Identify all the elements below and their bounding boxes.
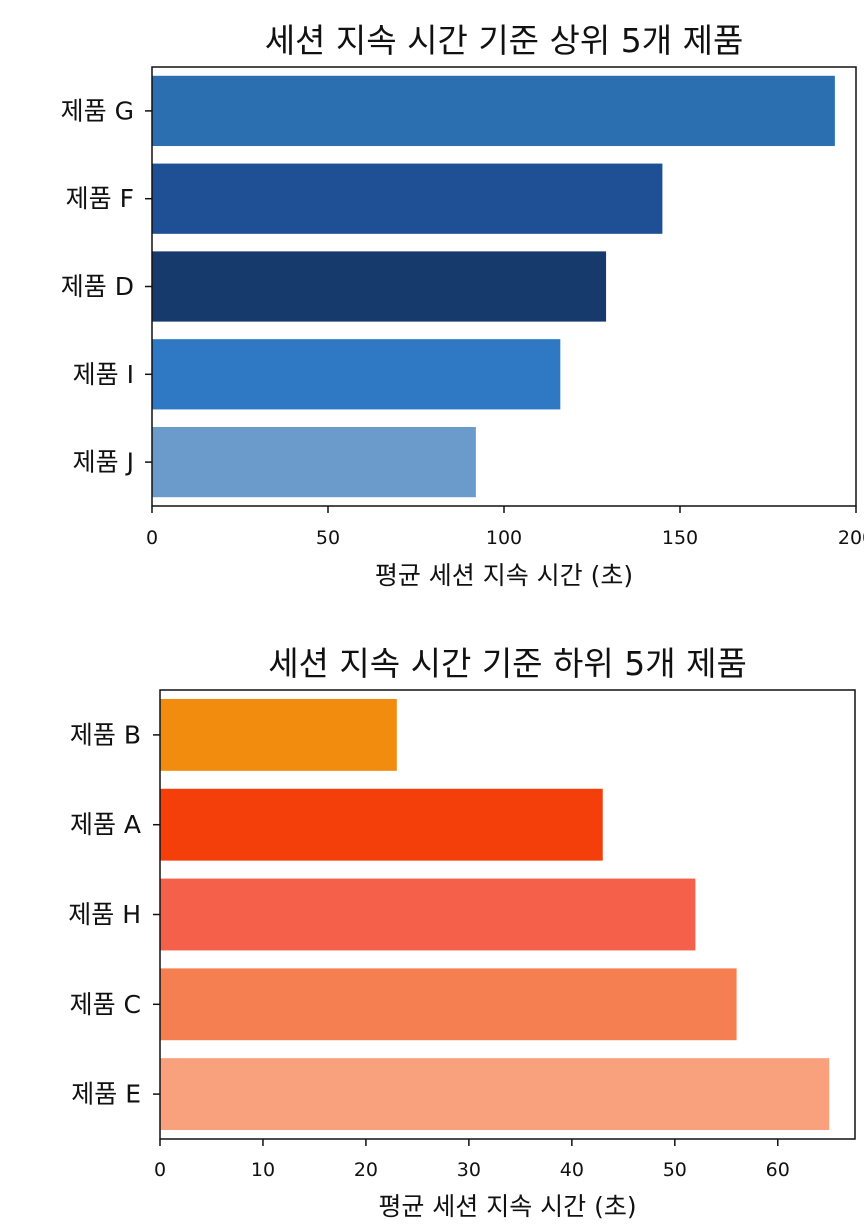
bar-제품-G	[152, 75, 835, 147]
bar-제품-F	[152, 163, 663, 234]
x-tick-label: 50	[663, 1159, 687, 1181]
category-label: 제품 B	[70, 720, 141, 749]
x-tick-label: 10	[251, 1159, 275, 1181]
x-tick-label: 0	[146, 527, 158, 549]
x-tick-label: 0	[154, 1159, 166, 1181]
bar-제품-A	[160, 788, 603, 861]
category-label: 제품 E	[71, 1080, 141, 1109]
bar-제품-J	[152, 426, 476, 498]
x-axis-label: 평균 세션 지속 시간 (초)	[378, 1192, 636, 1221]
bar-제품-B	[160, 698, 397, 771]
x-tick-label: 200	[838, 527, 864, 549]
x-tick-label: 40	[560, 1159, 584, 1181]
bar-제품-E	[160, 1058, 830, 1131]
category-label: 제품 C	[70, 990, 141, 1019]
bar-제품-I	[152, 339, 561, 410]
x-tick-label: 60	[766, 1159, 790, 1181]
category-label: 제품 G	[61, 96, 134, 125]
x-tick-label: 30	[457, 1159, 481, 1181]
x-tick-label: 20	[354, 1159, 378, 1181]
category-label: 제품 F	[66, 184, 134, 213]
chart-title: 세션 지속 시간 기준 하위 5개 제품	[268, 644, 747, 683]
category-label: 제품 H	[68, 900, 141, 929]
category-label: 제품 I	[73, 360, 134, 389]
plot-frame	[159, 689, 856, 1140]
x-tick-label: 100	[486, 527, 522, 549]
x-tick-label: 150	[662, 527, 698, 549]
bar-제품-D	[152, 251, 607, 322]
x-tick-label: 50	[316, 527, 340, 549]
category-label: 제품 J	[73, 448, 134, 477]
category-label: 제품 A	[70, 810, 141, 839]
category-label: 제품 D	[61, 272, 134, 301]
chart-title: 세션 지속 시간 기준 상위 5개 제품	[265, 21, 744, 60]
bar-제품-C	[160, 968, 737, 1041]
bar-제품-H	[160, 878, 696, 951]
x-axis-label: 평균 세션 지속 시간 (초)	[375, 561, 633, 590]
